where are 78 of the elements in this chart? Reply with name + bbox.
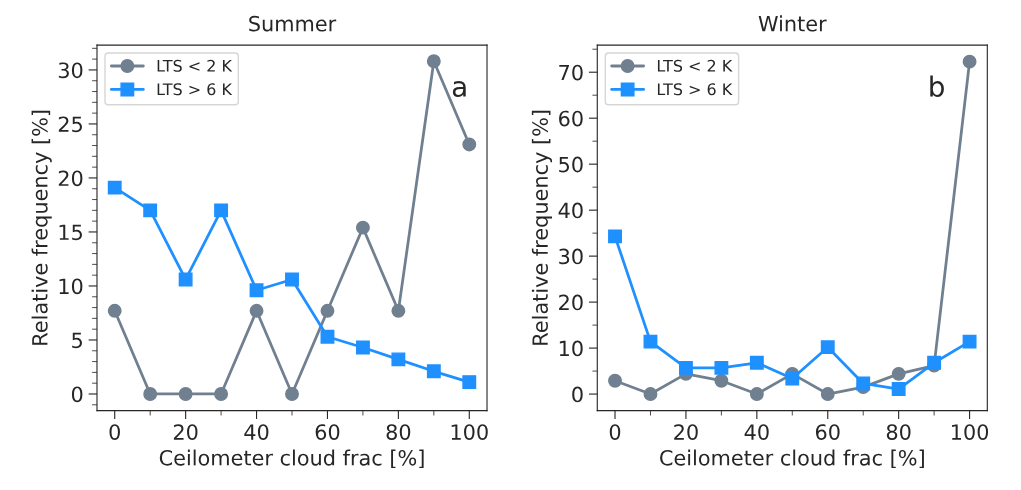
y-axis-title: Relative frequency [%] (531, 110, 553, 345)
point (820, 340, 835, 355)
x-tick-label: 40 (244, 424, 269, 440)
legend-label: LTS < 2 K (657, 59, 733, 72)
point (643, 387, 658, 402)
point (178, 272, 193, 287)
y-tick-label: 60 (559, 110, 583, 127)
point (891, 366, 906, 381)
y-tick-label: 5 (72, 332, 82, 349)
y-tick-label: 0 (572, 386, 583, 403)
point (426, 364, 441, 379)
x-tick-label: 60 (815, 424, 840, 440)
y-tick-label: 50 (559, 156, 583, 173)
point (107, 303, 122, 318)
legend-label: LTS > 6 K (157, 83, 233, 96)
point (178, 387, 193, 401)
annotation: b (930, 75, 944, 97)
y-tick-label: 30 (58, 62, 83, 79)
point (143, 203, 158, 218)
point (320, 329, 335, 344)
y-tick-label: 20 (559, 294, 583, 311)
point (320, 303, 335, 318)
point (143, 387, 158, 401)
chart-title: Summer (249, 15, 337, 32)
point (214, 387, 229, 401)
y-tick-label: 70 (559, 64, 583, 81)
x-tick-label: 0 (109, 424, 120, 440)
point (962, 334, 977, 349)
point (285, 387, 299, 401)
point (785, 371, 800, 386)
point (426, 54, 441, 69)
x-tick-label: 0 (609, 424, 621, 440)
point (608, 373, 622, 388)
legend-label: LTS < 2 K (157, 59, 233, 72)
y-tick-label: 10 (559, 340, 583, 357)
point (391, 303, 406, 318)
point (820, 387, 835, 402)
chart-title: Winter (758, 15, 827, 32)
point (749, 355, 764, 370)
point (107, 180, 122, 195)
annotation: a (452, 81, 466, 97)
point (856, 376, 871, 391)
y-tick-label: 15 (59, 224, 82, 241)
y-axis-title: Relative frequency [%] (31, 110, 52, 345)
point (891, 382, 906, 396)
point (749, 387, 764, 402)
y-tick-label: 10 (59, 278, 83, 295)
x-tick-label: 20 (674, 424, 698, 440)
y-tick-label: 0 (71, 386, 83, 403)
point (462, 375, 477, 390)
x-tick-label: 60 (315, 424, 340, 440)
point (714, 373, 729, 388)
y-tick-label: 25 (58, 116, 82, 133)
point (355, 220, 370, 235)
point (643, 334, 658, 349)
y-tick-label: 20 (58, 170, 83, 187)
point (462, 137, 477, 152)
y-tick-label: 30 (559, 248, 583, 265)
x-tick-label: 80 (386, 424, 411, 440)
legend-label: LTS > 6 K (657, 83, 733, 96)
point (355, 340, 370, 355)
point (962, 54, 977, 69)
x-tick-label: 80 (886, 424, 911, 440)
x-tick-label: 100 (451, 424, 488, 440)
x-axis-title: Ceilometer cloud frac [%] (660, 449, 924, 469)
x-axis-title: Ceilometer cloud frac [%] (159, 449, 424, 469)
x-tick-label: 20 (173, 424, 198, 440)
point (249, 303, 264, 318)
x-tick-label: 40 (744, 424, 769, 440)
point (714, 360, 729, 375)
point (678, 360, 693, 375)
point (608, 229, 622, 244)
point (391, 352, 406, 367)
x-tick-label: 100 (951, 424, 989, 440)
y-tick-label: 40 (558, 202, 583, 219)
point (249, 283, 264, 298)
point (285, 272, 299, 287)
point (214, 203, 229, 218)
